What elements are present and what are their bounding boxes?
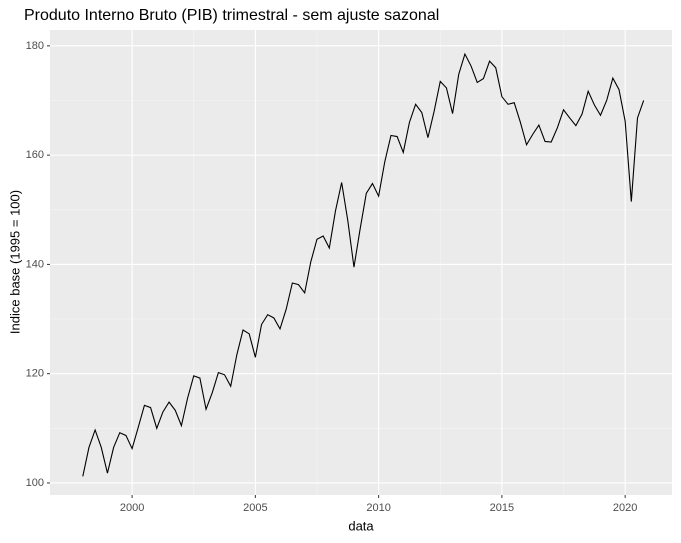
- panel: [50, 30, 672, 495]
- y-tick-label: 100: [26, 477, 44, 489]
- chart-title: Produto Interno Bruto (PIB) trimestral -…: [24, 7, 439, 24]
- x-axis-label: data: [348, 518, 374, 533]
- x-tick-label: 2005: [243, 502, 267, 514]
- x-tick-label: 2020: [613, 502, 637, 514]
- x-tick-label: 2000: [120, 502, 144, 514]
- line: [82, 52, 645, 477]
- y-tick-label: 120: [26, 368, 44, 380]
- grid: [50, 30, 672, 495]
- y-tick-label: 180: [26, 40, 44, 52]
- y-axis-label: Indice base (1995 = 100): [7, 190, 22, 334]
- x-tick-label: 2010: [366, 502, 390, 514]
- y-tick-label: 160: [26, 149, 44, 161]
- y-tick-label: 140: [26, 258, 44, 270]
- x-tick-label: 2015: [490, 502, 514, 514]
